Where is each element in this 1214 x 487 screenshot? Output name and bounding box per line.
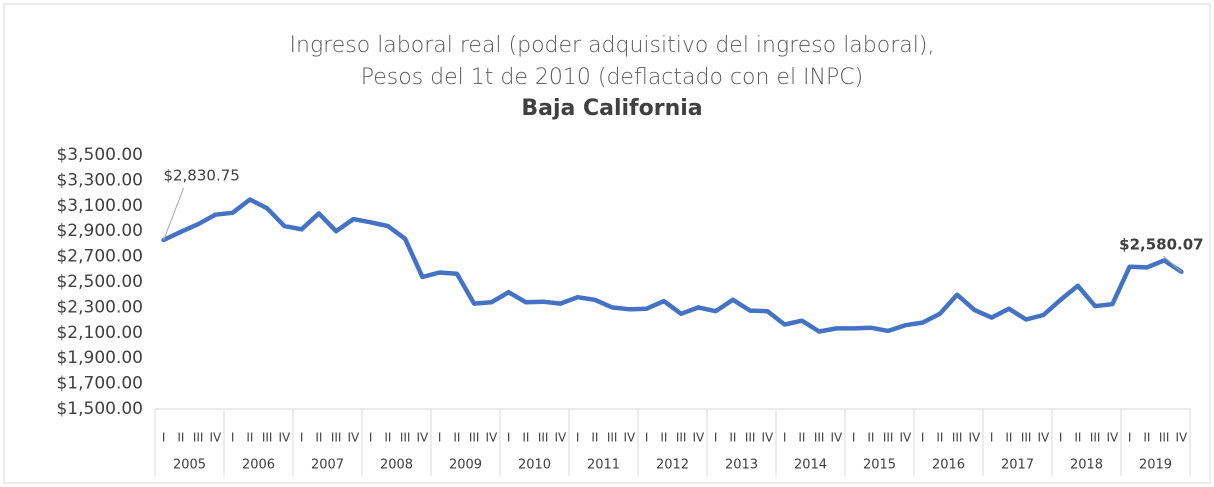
y-tick-label: $2,500.00 [56,272,143,292]
year-label: 2012 [656,458,689,473]
y-tick-label: $2,300.00 [56,297,143,317]
quarter-label: III [883,431,894,445]
quarter-label: III [1021,431,1032,445]
chart-title: Ingreso laboral real (poder adquisitivo … [290,33,935,58]
label-leader [163,187,185,241]
quarter-label: IV [555,431,568,445]
quarter-label: I [576,431,580,445]
quarter-label: III [193,431,204,445]
year-label: 2009 [449,458,482,473]
year-label: 2005 [173,458,206,473]
year-label: 2007 [311,458,344,473]
year-label: 2013 [725,458,758,473]
quarter-label: IV [1038,431,1051,445]
quarter-label: IV [624,431,637,445]
quarter-label: III [331,431,342,445]
quarter-label: I [438,431,442,445]
quarter-label: III [262,431,273,445]
quarter-label: III [676,431,687,445]
data-label: $2,580.07 [1119,236,1203,254]
year-label: 2018 [1070,458,1103,473]
quarter-label: III [1090,431,1101,445]
quarter-label: III [400,431,411,445]
quarter-label: III [814,431,825,445]
quarter-label: II [1143,431,1150,445]
chart-border [3,3,1211,484]
data-label: $2,830.75 [163,167,239,185]
quarter-label: I [645,431,649,445]
y-tick-label: $3,100.00 [56,196,143,216]
y-tick-label: $2,100.00 [56,323,143,343]
y-tick-label: $2,900.00 [56,221,143,241]
quarter-label: IV [693,431,706,445]
quarter-label: II [522,431,529,445]
year-label: 2008 [380,458,413,473]
quarter-label: II [246,431,253,445]
quarter-label: II [384,431,391,445]
quarter-label: IV [279,431,292,445]
quarter-label: III [538,431,549,445]
quarter-label: IV [762,431,775,445]
chart-subtitle: Pesos del 1t de 2010 (deflactado con el … [361,65,863,90]
quarter-label: II [660,431,667,445]
series-line [161,197,1184,334]
year-label: 2016 [932,458,965,473]
y-tick-label: $2,700.00 [56,247,143,267]
quarter-label: I [714,431,718,445]
quarter-label: I [852,431,856,445]
quarter-label: IV [900,431,913,445]
quarter-label: IV [1176,431,1189,445]
quarter-label: III [745,431,756,445]
quarter-label: IV [417,431,430,445]
quarter-label: I [921,431,925,445]
year-label: 2006 [242,458,275,473]
quarter-label: II [936,431,943,445]
year-label: 2015 [863,458,896,473]
quarter-label: II [1005,431,1012,445]
year-label: 2017 [1001,458,1034,473]
chart-region: Baja California [521,96,702,121]
quarter-label: IV [486,431,499,445]
quarter-label: III [607,431,618,445]
quarter-label: IV [831,431,844,445]
quarter-label: II [315,431,322,445]
quarter-label: II [798,431,805,445]
quarter-label: II [867,431,874,445]
quarter-label: I [990,431,994,445]
quarter-label: III [952,431,963,445]
year-label: 2019 [1139,458,1172,473]
quarter-label: I [1128,431,1132,445]
quarter-label: I [231,431,235,445]
year-label: 2011 [587,458,620,473]
quarter-label: II [729,431,736,445]
quarter-label: IV [210,431,223,445]
quarter-label: I [1059,431,1063,445]
y-tick-label: $3,300.00 [56,170,143,190]
quarter-label: IV [1107,431,1120,445]
year-label: 2010 [518,458,551,473]
quarter-label: I [300,431,304,445]
quarter-label: IV [969,431,982,445]
quarter-label: I [162,431,166,445]
quarter-label: I [369,431,373,445]
quarter-label: I [783,431,787,445]
quarter-label: II [591,431,598,445]
quarter-label: II [1074,431,1081,445]
y-tick-label: $1,700.00 [56,374,143,394]
quarter-label: I [507,431,511,445]
quarter-label: II [453,431,460,445]
year-label: 2014 [794,458,827,473]
y-tick-label: $1,500.00 [56,399,143,419]
quarter-label: III [469,431,480,445]
label-leader [1163,255,1182,273]
quarter-label: III [1159,431,1170,445]
y-tick-label: $1,900.00 [56,348,143,368]
quarter-label: II [177,431,184,445]
y-tick-label: $3,500.00 [56,145,143,165]
quarter-label: IV [348,431,361,445]
